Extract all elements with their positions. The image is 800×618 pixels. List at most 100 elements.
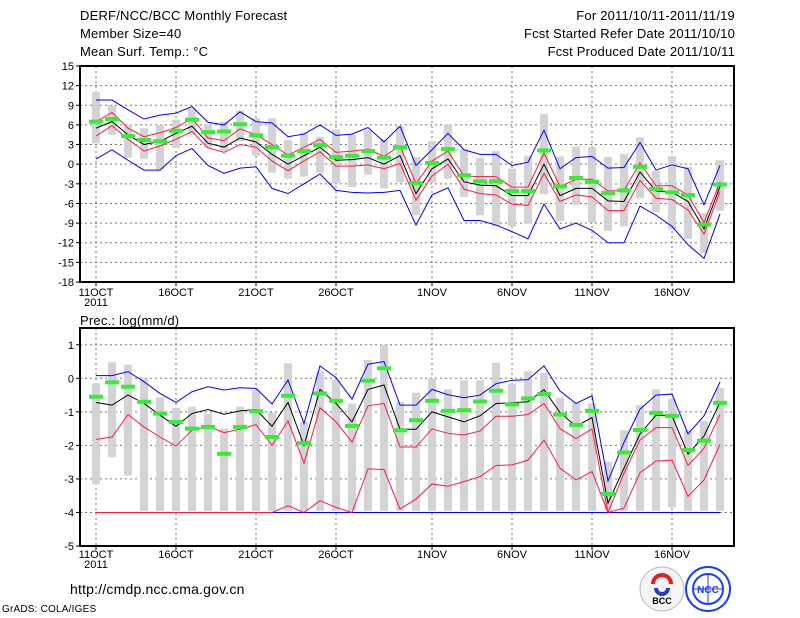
observed-marker [457, 408, 471, 413]
x-tick-label: 6NOV [497, 287, 528, 299]
observed-marker [121, 134, 135, 139]
ensemble-range-bar [412, 156, 420, 216]
observed-marker [665, 413, 679, 418]
ensemble-range-bar [588, 147, 596, 223]
observed-marker [297, 441, 311, 446]
x-tick-label: 16NOV [654, 549, 691, 561]
observed-marker [105, 380, 119, 385]
forecast-title: DERF/NCC/BCC Monthly Forecast [80, 8, 288, 23]
observed-marker [393, 428, 407, 433]
spread-upper-line [95, 111, 721, 224]
observed-marker [441, 147, 455, 152]
x-tick-label: 11NOV [574, 287, 610, 299]
precipitation-panel: 1 0 -1 -2 -3 -4 -5 11OCT 16OCT 21OCT 26OCT 1NOV 6NOV… [64, 327, 735, 571]
observed-marker [713, 400, 727, 405]
x-tick-year-label: 2011 [84, 559, 108, 571]
observed-marker [249, 133, 263, 138]
observed-marker [137, 399, 151, 404]
observed-marker [313, 143, 327, 148]
ensemble-range-bar [316, 371, 324, 511]
ensemble-range-bar [636, 405, 644, 511]
ensemble-range-bar [652, 389, 660, 511]
observed-marker [121, 384, 135, 389]
observed-marker [105, 117, 119, 122]
observed-marker [329, 154, 343, 159]
observed-marker [281, 153, 295, 158]
y-tick-label: 6 [68, 120, 74, 132]
ensemble-range-bar [460, 380, 468, 511]
observed-marker [633, 427, 647, 432]
observed-marker [297, 149, 311, 154]
observed-marker [425, 398, 439, 403]
y-tick-label: 3 [68, 140, 74, 152]
y-tick-label: -1 [64, 407, 74, 419]
ensemble-range-bar [556, 156, 564, 222]
observed-marker [185, 426, 199, 431]
fcst-start-date: Fcst Started Refer Date 2011/10/10 [523, 26, 735, 41]
y-tick-label: -6 [64, 198, 74, 210]
ensemble-range-bar [140, 378, 148, 511]
observed-marker [233, 122, 247, 127]
observed-marker [153, 411, 167, 416]
y-tick-label: 12 [62, 81, 74, 93]
y-tick-label: -9 [64, 218, 74, 230]
x-tick-label: 6NOV [497, 549, 528, 561]
ensemble-range-bar [684, 430, 692, 511]
ensemble-range-bar [476, 157, 484, 216]
ensemble-range-bar [492, 151, 500, 227]
ensemble-range-bar [140, 128, 148, 159]
ensemble-range-bar [220, 428, 228, 511]
observed-marker [233, 424, 247, 429]
ensemble-range-bar [204, 413, 212, 511]
ensemble-range-bar [284, 139, 292, 179]
observed-marker [665, 190, 679, 195]
ensemble-range-bar [572, 146, 580, 205]
observed-marker [185, 117, 199, 122]
observed-marker [489, 179, 503, 184]
observed-marker [681, 448, 695, 453]
observed-marker [569, 422, 583, 427]
y-tick-label: -3 [64, 474, 74, 486]
observed-marker [265, 435, 279, 439]
observed-marker [585, 179, 599, 184]
ensemble-range-bar [604, 461, 612, 511]
ensemble-range-bar [316, 136, 324, 173]
observed-marker [473, 179, 487, 184]
ensemble-range-bar [412, 392, 420, 511]
observed-marker [697, 222, 711, 227]
website-url[interactable]: http://cmdp.ncc.cma.gov.cn [70, 581, 245, 597]
ensemble-range-bar [668, 399, 676, 508]
observed-marker [137, 137, 151, 142]
spread-lower-line [95, 124, 721, 236]
ensemble-range-bar [460, 149, 468, 197]
observed-marker [569, 175, 583, 180]
y-tick-label: 0 [68, 159, 74, 171]
ensemble-range-bar [92, 92, 100, 144]
ensemble-range-bar [492, 362, 500, 511]
observed-marker [89, 394, 103, 399]
observed-marker [345, 153, 359, 158]
observed-marker [441, 408, 455, 413]
ensemble-range-bar [524, 371, 532, 511]
observed-marker [713, 182, 727, 187]
observed-marker [617, 188, 631, 193]
ensemble-range-bar [508, 168, 516, 227]
observed-marker [169, 419, 183, 424]
ensemble-range-bar [428, 378, 436, 511]
plot-frame [79, 65, 735, 283]
observed-marker [265, 145, 279, 150]
x-tick-label: 16OCT [158, 549, 194, 561]
y-tick-label: -15 [58, 257, 74, 269]
ensemble-range-bar [156, 124, 164, 170]
x-tick-label: 26OCT [318, 549, 354, 561]
x-tick-label: 21OCT [238, 549, 274, 561]
observed-marker [601, 190, 615, 195]
observed-marker [313, 391, 327, 396]
ensemble-range-bar [92, 383, 100, 484]
observed-marker [633, 164, 647, 169]
y-tick-label: -5 [64, 541, 74, 553]
ensemble-range-bar [620, 430, 628, 511]
x-tick-label: 26OCT [318, 287, 354, 299]
observed-marker [361, 378, 375, 383]
ensemble-max-line [96, 360, 721, 483]
